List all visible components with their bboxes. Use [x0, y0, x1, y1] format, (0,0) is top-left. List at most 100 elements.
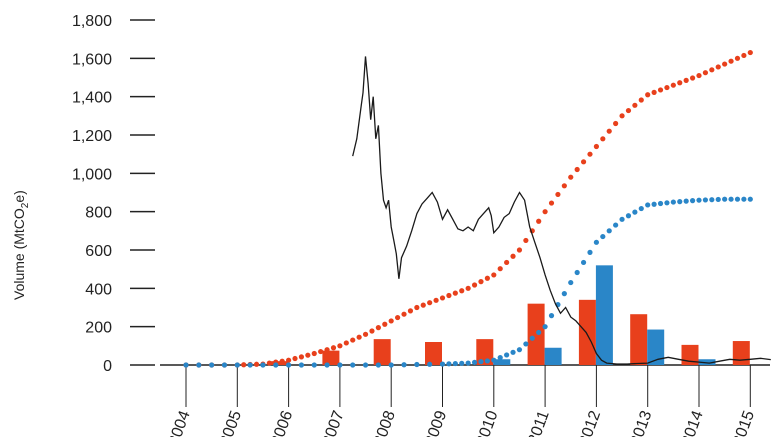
red-dot — [452, 290, 458, 296]
red-bar — [271, 361, 289, 365]
blue-dot — [645, 202, 651, 208]
x-tick-label: 2006 — [268, 408, 296, 437]
red-dot — [677, 80, 683, 86]
blue-dot — [574, 269, 580, 276]
red-dot — [241, 362, 247, 368]
red-dot — [657, 87, 664, 93]
blue-dot — [741, 196, 747, 202]
blue-dot — [529, 335, 535, 341]
y-tick-label: 200 — [85, 320, 112, 337]
red-dot — [580, 159, 587, 165]
y-tick-label: 600 — [85, 243, 112, 260]
red-dot — [561, 183, 567, 189]
blue-dot — [452, 360, 458, 367]
blue-dot — [664, 200, 670, 206]
red-dot — [298, 354, 305, 360]
blue-dot — [696, 197, 702, 203]
blue-bar — [647, 329, 665, 365]
blue-dot — [683, 198, 689, 204]
blue-dot — [247, 362, 253, 368]
x-tick-label: 2013 — [627, 408, 655, 437]
blue-dot — [625, 213, 632, 219]
red-dot — [619, 113, 625, 119]
red-dot — [587, 151, 593, 157]
y-tick-label: 400 — [85, 281, 112, 298]
red-dot — [362, 331, 369, 337]
red-dot — [292, 355, 298, 362]
x-tick-label: 2005 — [217, 408, 245, 437]
red-dot — [253, 361, 260, 367]
red-bar — [681, 344, 699, 365]
red-dot — [709, 67, 715, 73]
blue-dot — [722, 196, 728, 202]
red-dot — [420, 302, 426, 308]
blue-dot — [542, 324, 548, 330]
blue-dot — [478, 359, 484, 365]
red-dot — [311, 350, 317, 357]
blue-dot — [561, 291, 567, 297]
red-dot — [606, 128, 612, 134]
blue-dot — [593, 239, 600, 245]
blue-dot — [619, 216, 625, 222]
red-dot — [593, 143, 600, 150]
red-dot — [324, 347, 330, 353]
y-tick-label: 1,600 — [72, 51, 112, 68]
blue-dot — [497, 354, 503, 361]
red-dot — [350, 337, 356, 343]
red-dot — [465, 285, 471, 291]
blue-dot — [234, 362, 240, 368]
blue-dot — [677, 199, 683, 205]
red-dot — [747, 49, 753, 56]
red-bar — [527, 303, 545, 365]
red-dot — [574, 166, 580, 173]
x-tick-label: 2009 — [422, 408, 450, 437]
red-dot — [433, 297, 439, 303]
blue-dot — [709, 197, 715, 203]
blue-dot — [523, 341, 529, 347]
red-dot — [446, 292, 452, 299]
red-dot — [702, 70, 709, 76]
blue-dot — [459, 360, 465, 366]
red-bar — [425, 342, 442, 365]
red-dot — [722, 61, 728, 67]
red-dot — [375, 325, 381, 331]
red-dot — [734, 55, 741, 61]
blue-dot — [286, 362, 292, 368]
red-dot — [484, 275, 490, 281]
blue-dot — [183, 362, 189, 368]
blue-dot — [702, 197, 709, 203]
blue-dot — [196, 362, 202, 368]
y-axis-label: Volume (MtCO2e) — [11, 190, 31, 300]
bars — [271, 265, 750, 365]
red-dot — [625, 107, 632, 114]
red-dot — [414, 304, 420, 311]
blue-dot — [491, 357, 497, 363]
blue-dot — [414, 361, 420, 368]
y-tick-label: 1,800 — [72, 13, 112, 30]
red-dot — [343, 340, 349, 346]
price-line — [352, 56, 771, 365]
x-tick-label: 2008 — [371, 408, 399, 437]
blue-bar — [544, 347, 562, 365]
red-dot — [689, 75, 696, 81]
y-tick-label: 1,400 — [72, 90, 112, 107]
red-dot — [670, 82, 676, 88]
red-bar — [322, 350, 340, 365]
red-dot — [266, 360, 272, 366]
red-dot — [523, 237, 529, 244]
red-dot — [497, 266, 503, 272]
red-dot — [696, 72, 702, 79]
blue-dot — [536, 329, 542, 336]
blue-dot — [632, 209, 638, 215]
red-dot — [555, 191, 561, 198]
blue-dot — [670, 199, 676, 205]
blue-dot — [606, 228, 612, 234]
blue-dot — [510, 349, 516, 355]
red-bar — [578, 299, 596, 365]
blue-dot — [734, 196, 741, 202]
blue-dot — [427, 361, 433, 367]
blue-dot — [209, 362, 215, 368]
y-tick-label: 800 — [85, 205, 112, 222]
blue-dot — [350, 362, 356, 368]
blue-dot — [689, 198, 696, 204]
